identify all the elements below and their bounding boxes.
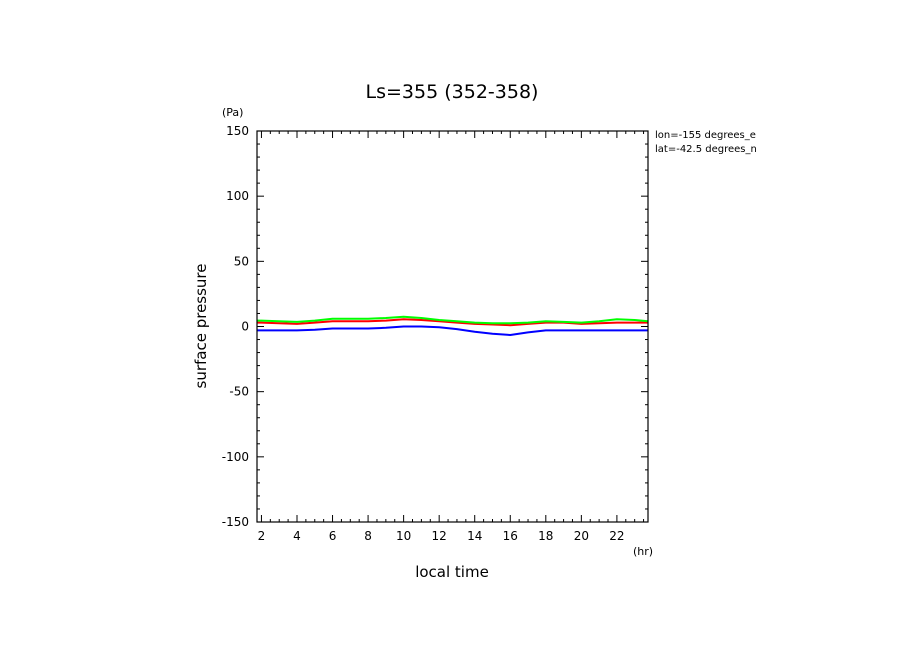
y-tick-label: -150 [222,515,249,529]
x-tick-label: 14 [467,529,482,543]
x-tick-label: 22 [609,529,624,543]
y-tick-label: 0 [241,320,249,334]
y-tick-label: -50 [229,385,249,399]
y-axis-label: surface pressure [192,264,210,389]
x-tick-label: 18 [538,529,553,543]
y-tick-label: -100 [222,450,249,464]
x-tick-label: 2 [258,529,266,543]
x-tick-label: 16 [503,529,518,543]
x-tick-label: 10 [396,529,411,543]
annotation-lon: lon=-155 degrees_e [655,130,756,141]
x-axis-label: local time [415,563,489,581]
series-line-0 [257,325,648,336]
x-unit-label: (hr) [633,545,653,558]
annotation-lat: lat=-42.5 degrees_n [655,144,757,155]
y-tick-label: 100 [226,189,249,203]
x-tick-label: 12 [432,529,447,543]
y-tick-label: 50 [234,254,249,268]
axis-ticks: -150 -100 -50 0 50 100 150 2 4 6 8 10 12 14 16 18 20 22 [222,124,648,543]
plot-frame [256,130,649,523]
series-line-1 [257,318,648,327]
y-unit-label: (Pa) [222,106,243,119]
chart-title: Ls=355 (352-358) [366,81,539,103]
data-series [257,315,649,336]
x-tick-label: 4 [293,529,301,543]
x-tick-label: 20 [574,529,589,543]
x-tick-label: 6 [329,529,337,543]
y-tick-label: 150 [226,124,249,138]
x-tick-label: 8 [364,529,372,543]
series-line-2 [257,315,649,325]
